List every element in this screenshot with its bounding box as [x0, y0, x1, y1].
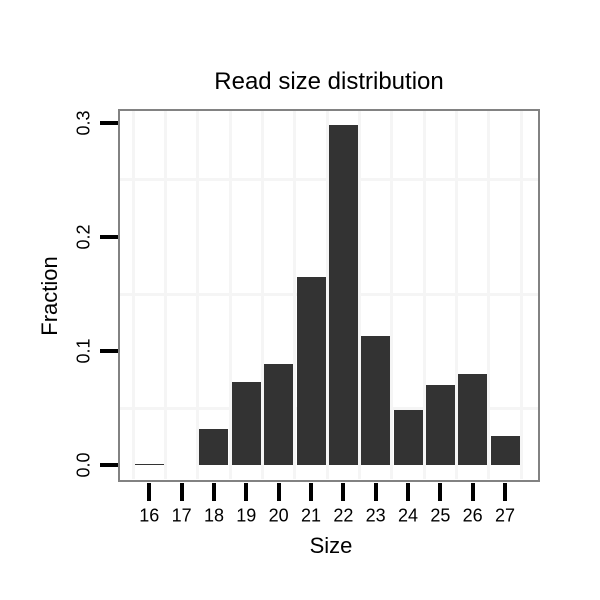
- y-axis-tick: [100, 120, 118, 125]
- x-axis-tick: [406, 483, 411, 501]
- bar-size-24: [393, 410, 423, 466]
- y-axis-tick: [100, 349, 118, 354]
- x-tick-label: 19: [236, 505, 257, 526]
- y-tick-label: 0.3: [73, 110, 94, 136]
- x-axis-tick: [438, 483, 443, 501]
- x-axis-tick: [470, 483, 475, 501]
- x-tick-label: 27: [495, 505, 516, 526]
- x-axis-tick: [179, 483, 184, 501]
- x-axis-tick: [373, 483, 378, 501]
- bar-size-21: [296, 276, 326, 466]
- bar-size-25: [425, 385, 455, 466]
- x-tick-label: 23: [365, 505, 386, 526]
- x-axis-tick: [147, 483, 152, 501]
- x-tick-label: 18: [203, 505, 224, 526]
- x-axis-tick: [244, 483, 249, 501]
- x-tick-label: 21: [300, 505, 322, 526]
- x-tick-label: 24: [398, 505, 419, 526]
- x-axis-tick: [276, 483, 281, 501]
- y-tick-label: 0.0: [73, 452, 94, 478]
- bar-size-19: [231, 381, 261, 466]
- x-tick-label: 16: [139, 505, 160, 526]
- bar-size-16: [134, 464, 164, 466]
- bar-size-18: [199, 428, 229, 466]
- bar-size-22: [328, 124, 358, 466]
- chart-title: Read size distribution: [214, 68, 444, 95]
- x-tick-label: 22: [333, 505, 354, 526]
- y-tick-label: 0.1: [73, 338, 94, 364]
- x-axis-tick: [341, 483, 346, 501]
- x-axis-tick: [211, 483, 216, 501]
- x-tick-label: 20: [268, 505, 289, 526]
- x-tick-label: 26: [462, 505, 483, 526]
- x-axis-tick: [503, 483, 508, 501]
- x-axis-tick: [309, 483, 313, 501]
- bar-size-20: [264, 363, 294, 466]
- bar-size-27: [490, 435, 520, 466]
- bar-size-26: [458, 373, 488, 466]
- y-axis-tick: [100, 234, 118, 239]
- bar-size-23: [361, 336, 391, 466]
- y-axis-tick: [100, 463, 118, 468]
- x-axis-title: Size: [309, 533, 353, 558]
- y-tick-label: 0.2: [73, 224, 94, 250]
- x-tick-label: 25: [430, 505, 451, 526]
- y-axis-title: Fraction: [37, 256, 62, 336]
- x-tick-label: 17: [171, 505, 192, 526]
